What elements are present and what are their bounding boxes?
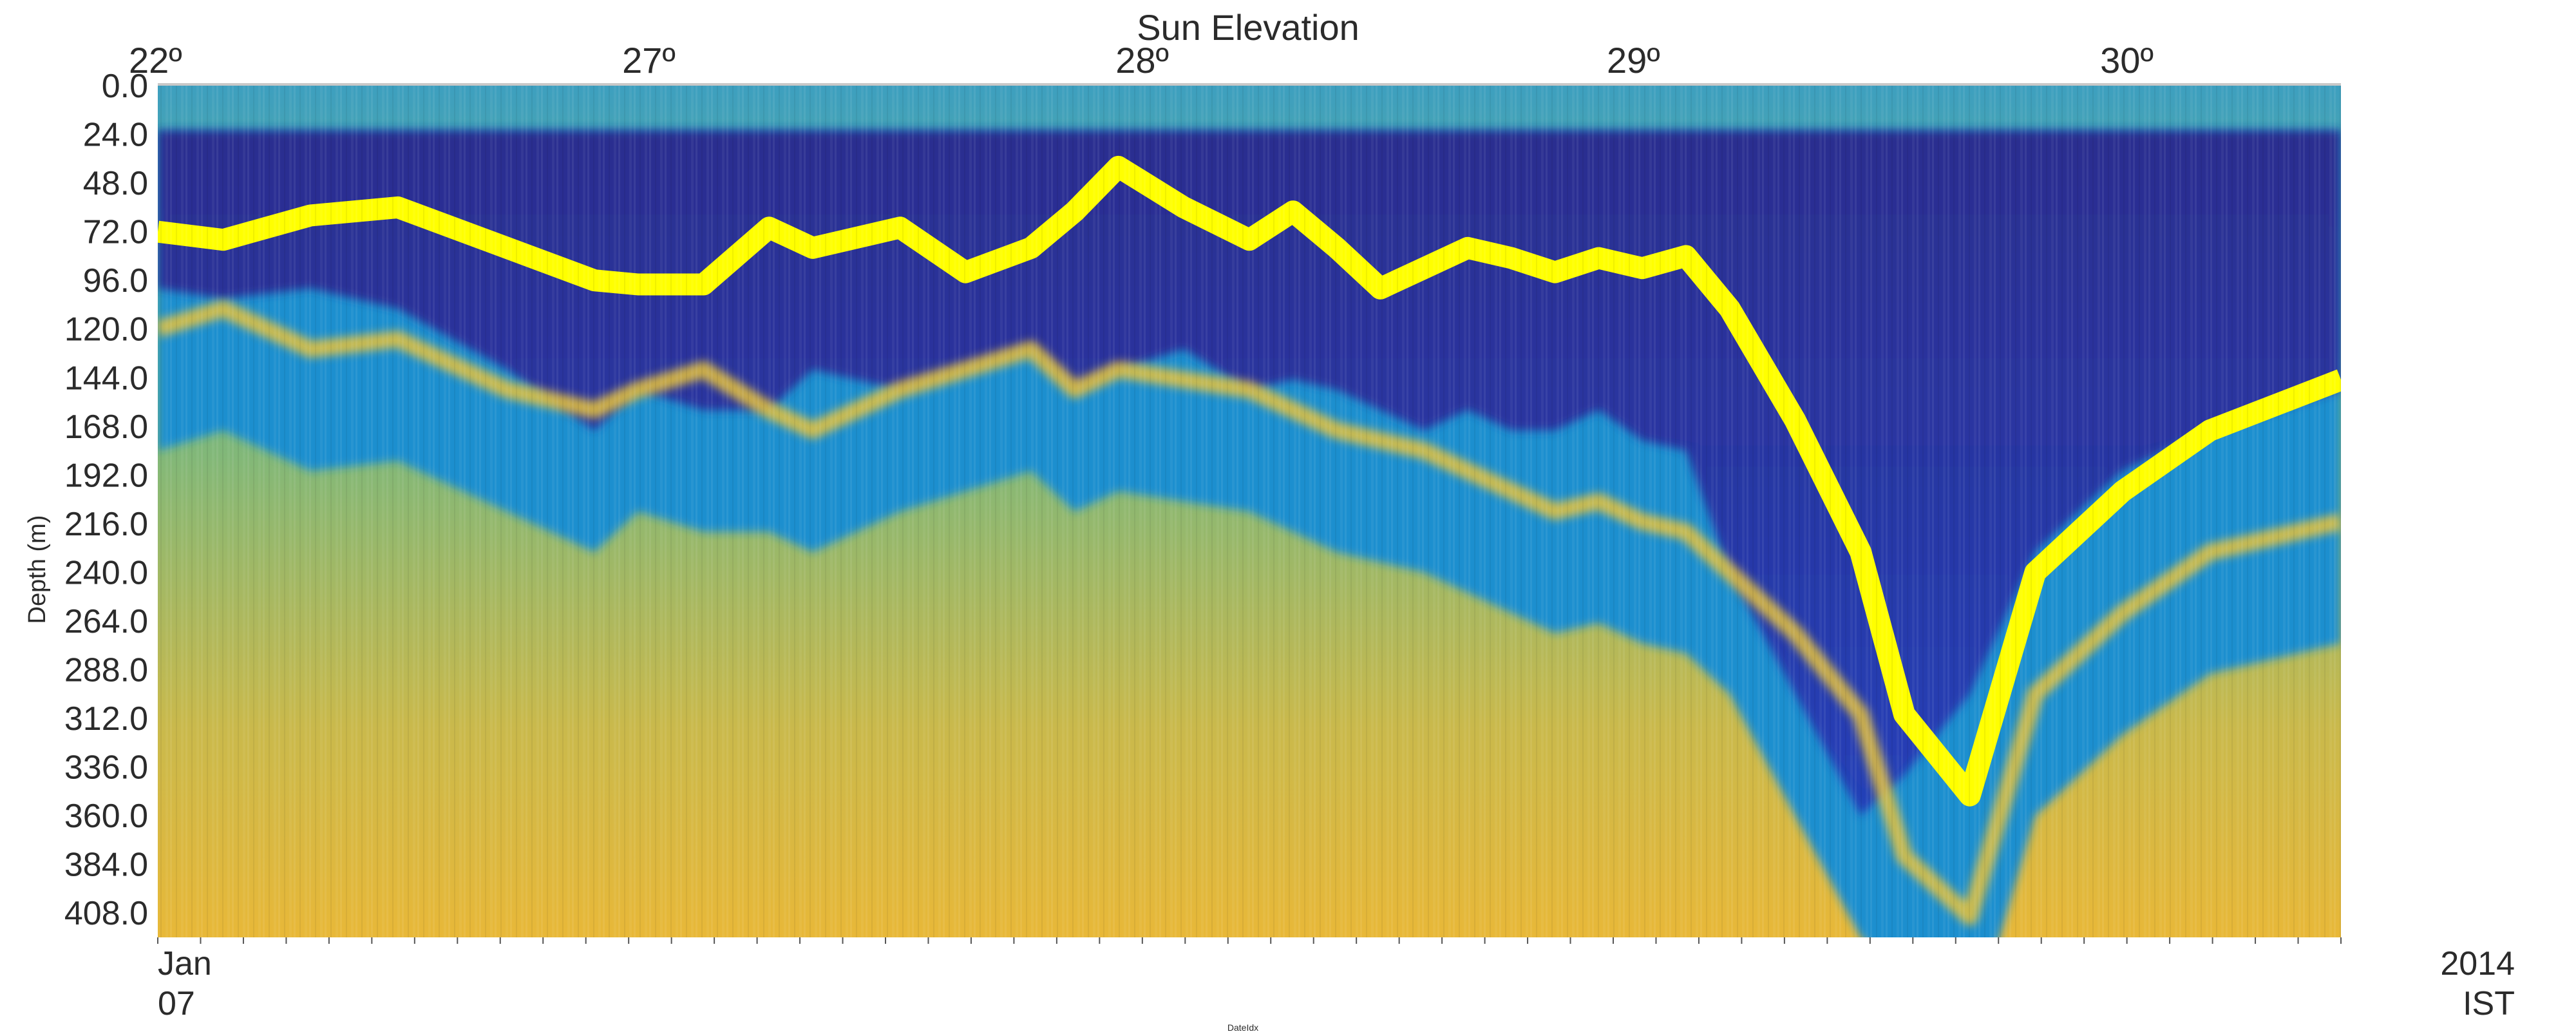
y-tick-label: 72.0	[83, 214, 148, 251]
y-tick-label: 312.0	[64, 700, 148, 738]
y-tick-label: 168.0	[64, 408, 148, 446]
x-tick-label-last-line2: IST	[2463, 985, 2515, 1022]
y-tick-label: 192.0	[64, 457, 148, 494]
y-tick-label: 216.0	[64, 506, 148, 543]
x-axis-label: DateIdx	[1227, 1022, 1258, 1031]
x-tick-label-first-line2: 07	[158, 985, 195, 1022]
ping-streak-texture	[158, 86, 2341, 937]
top-axis-tick-label: 27º	[622, 40, 676, 81]
y-tick-label: 0.0	[102, 68, 148, 105]
top-axis-tick-label: 22º	[129, 40, 182, 81]
x-tick-label-first: Jan	[158, 945, 212, 982]
top-axis-tick-label: 28º	[1115, 40, 1169, 81]
y-axis: 0.0 24.0 48.0 72.0 96.0 120.0 144.0 168.0 192.0 2…	[64, 68, 148, 932]
x-tick-label-last: 2014	[2440, 945, 2515, 982]
y-tick-label: 336.0	[64, 749, 148, 787]
y-axis-label: Depth (m)	[24, 515, 51, 624]
y-tick-label: 144.0	[64, 359, 148, 397]
y-tick-label: 240.0	[64, 554, 148, 591]
plot-area	[158, 86, 2341, 937]
chart-title: Sun Elevation	[1137, 7, 1359, 48]
y-tick-label: 288.0	[64, 652, 148, 689]
y-tick-label: 264.0	[64, 603, 148, 640]
y-tick-label: 360.0	[64, 798, 148, 835]
y-tick-label: 384.0	[64, 847, 148, 884]
y-tick-label: 48.0	[83, 165, 148, 202]
top-axis-tick-label: 30º	[2100, 40, 2154, 81]
y-tick-label: 408.0	[64, 895, 148, 932]
y-tick-label: 120.0	[64, 311, 148, 349]
top-axis-tick-label: 29º	[1607, 40, 1660, 81]
y-tick-label: 96.0	[83, 262, 148, 300]
y-tick-label: 24.0	[83, 117, 148, 154]
